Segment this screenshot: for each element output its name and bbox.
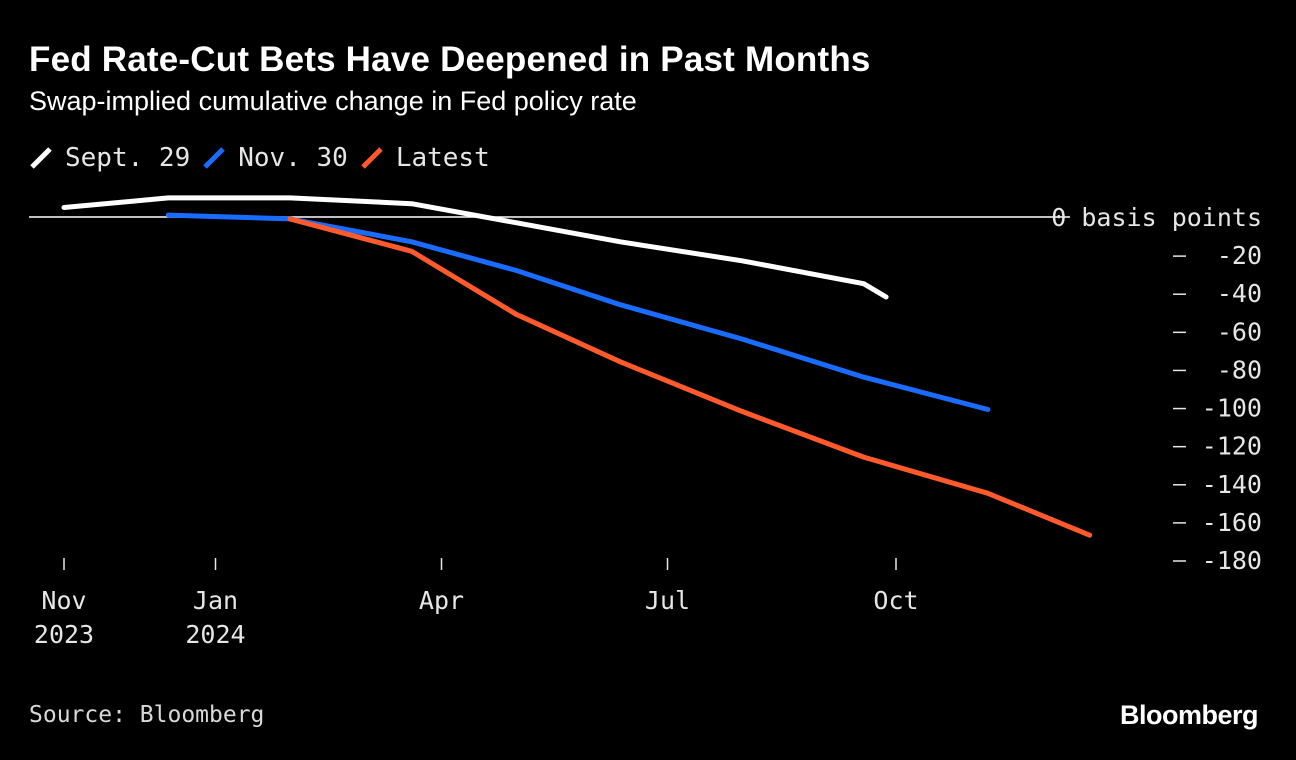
y-tick-label: -80 xyxy=(1217,355,1262,384)
y-tick-label: -180 xyxy=(1202,546,1262,575)
legend: Sept. 29 Nov. 30 Latest xyxy=(29,140,502,176)
x-tick-label: Jan xyxy=(193,586,238,615)
legend-swatch-latest xyxy=(361,147,383,169)
x-tick-label: Apr xyxy=(419,586,464,615)
y-tick-label: -20 xyxy=(1217,241,1262,270)
x-tick-label: Nov xyxy=(41,586,86,615)
source-note: Source: Bloomberg xyxy=(29,702,265,728)
legend-swatch-sept-29 xyxy=(30,147,52,169)
x-tick-label-year: 2023 xyxy=(34,620,94,649)
y-tick-label: -160 xyxy=(1202,508,1262,537)
y-tick-label: -60 xyxy=(1217,317,1262,346)
legend-label-latest: Latest xyxy=(395,143,490,173)
legend-item-nov-30: Nov. 30 xyxy=(202,143,348,173)
y-tick-label: -120 xyxy=(1202,432,1262,461)
legend-swatch-nov-30 xyxy=(203,147,226,169)
chart-subtitle: Swap-implied cumulative change in Fed po… xyxy=(29,86,637,116)
y-tick-label: -140 xyxy=(1202,470,1262,499)
y-tick-label: 0 basis points xyxy=(1051,203,1262,232)
series-line-sept-29 xyxy=(61,195,889,300)
y-tick-label: -40 xyxy=(1217,279,1262,308)
legend-item-sept-29: Sept. 29 xyxy=(29,143,190,173)
legend-label-nov-30: Nov. 30 xyxy=(238,143,348,173)
bloomberg-logo: Bloomberg xyxy=(1119,700,1259,730)
y-tick-label: -100 xyxy=(1202,394,1262,423)
chart-title: Fed Rate-Cut Bets Have Deepened in Past … xyxy=(29,40,871,79)
series-line-nov-30 xyxy=(165,212,991,412)
series-line-latest xyxy=(287,216,1093,538)
x-tick-label: Jul xyxy=(645,586,690,615)
x-tick-label: Oct xyxy=(873,586,918,615)
legend-label-sept-29: Sept. 29 xyxy=(65,143,191,173)
x-tick-label-year: 2024 xyxy=(185,620,245,649)
legend-item-latest: Latest xyxy=(360,143,490,173)
